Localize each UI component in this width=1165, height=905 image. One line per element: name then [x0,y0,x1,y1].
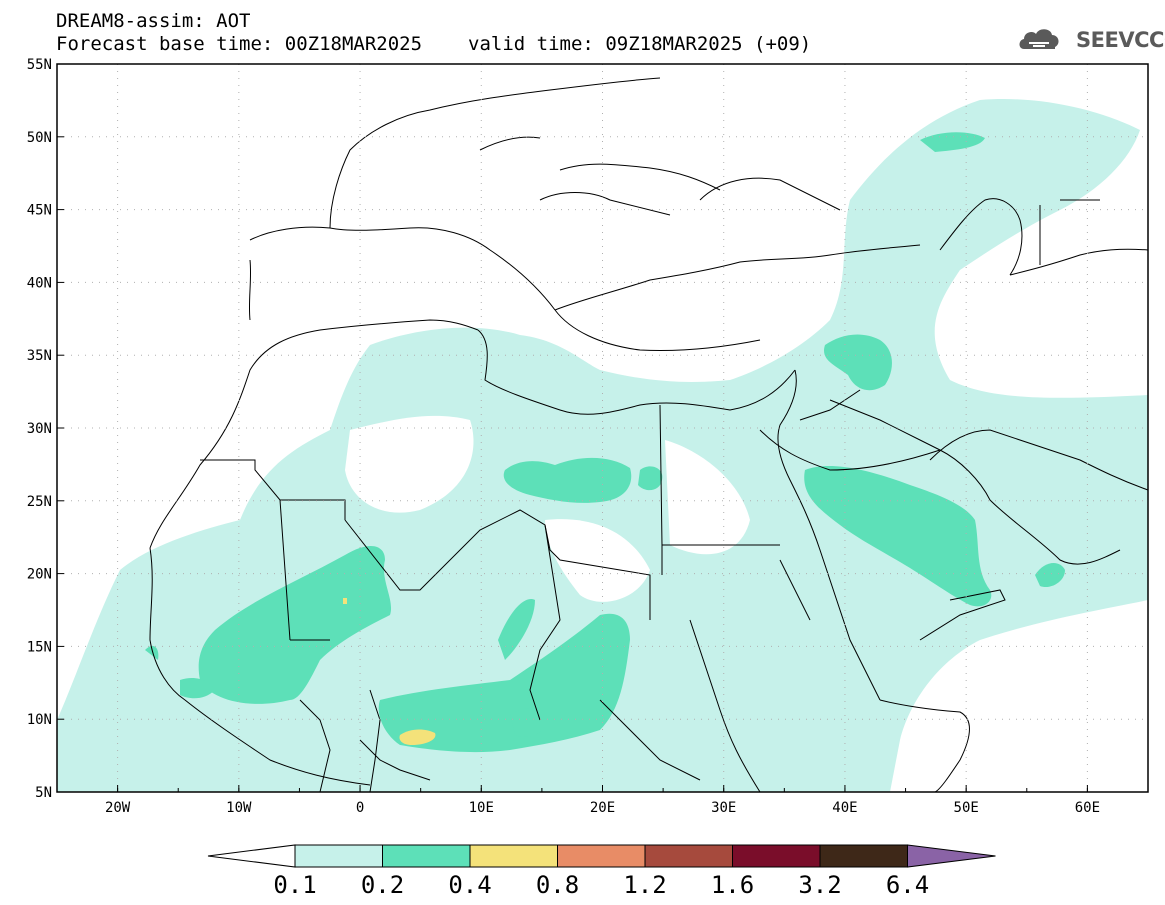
lon-label: 0 [356,800,364,816]
lat-label: 55N [27,57,52,73]
colorbar-level-label: 0.4 [448,871,491,899]
colorbar-level-label: 6.4 [886,871,929,899]
logo-text: SEEVCCC [1076,28,1165,52]
longitude-labels: 20W 10W 0 10E 20E 30E 40E 50E 60E [105,800,1100,816]
lon-label: 20W [105,800,131,816]
cloud-icon [1019,29,1059,49]
time-info: Forecast base time: 00Z18MAR2025 valid ti… [56,34,811,54]
lon-label: 30E [711,800,736,816]
lat-label: 10N [27,712,52,728]
colorbar-level-label: 0.2 [361,871,404,899]
aot-level-3 [343,598,436,745]
coastlines-borders [149,77,1148,792]
colorbar-box [557,844,646,868]
lat-label: 40N [27,275,52,291]
lat-label: 30N [27,421,52,437]
colorbar-level-label: 0.1 [273,871,316,899]
colorbar-level-label: 3.2 [798,871,841,899]
colorbar-box [294,844,383,868]
colorbar-labels: 0.1 0.2 0.4 0.8 1.2 1.6 3.2 6.4 [273,871,929,899]
lon-label: 40E [832,800,857,816]
aot-level-2 [145,132,1065,753]
colorbar-level-label: 1.6 [711,871,754,899]
colorbar-level-label: 0.8 [536,871,579,899]
lon-label: 10E [469,800,494,816]
lat-label: 35N [27,348,52,364]
latitude-labels: 55N 50N 45N 40N 35N 30N 25N 20N 15N 10N 5N [27,57,52,801]
grid-lines [57,64,1148,792]
lat-label: 25N [27,494,52,510]
valid-time: valid time: 09Z18MAR2025 (+09) [468,33,812,55]
colorbar-box [732,844,821,868]
colorbar-box [382,844,471,868]
colorbar-box [644,844,733,868]
lat-label: 20N [27,567,52,583]
lon-label: 20E [590,800,615,816]
lat-label: 5N [35,785,52,801]
aot-clear-areas [57,64,1148,602]
lat-label: 50N [27,130,52,146]
colorbar-level-label: 1.2 [623,871,666,899]
colorbar-arrow-high [907,844,996,868]
map-title: DREAM8-assim: AOT [56,10,251,32]
colorbar-box [819,844,908,868]
lat-label: 15N [27,639,52,655]
colorbar [207,844,996,868]
base-time: Forecast base time: 00Z18MAR2025 [56,33,423,55]
colorbar-arrow-low [207,844,296,868]
lon-label: 60E [1075,800,1100,816]
axis-ticks [56,63,1149,793]
aot-field [57,64,1148,792]
lat-label: 45N [27,203,52,219]
colorbar-box [469,844,558,868]
lon-label: 50E [954,800,979,816]
lon-label: 10W [226,800,252,816]
